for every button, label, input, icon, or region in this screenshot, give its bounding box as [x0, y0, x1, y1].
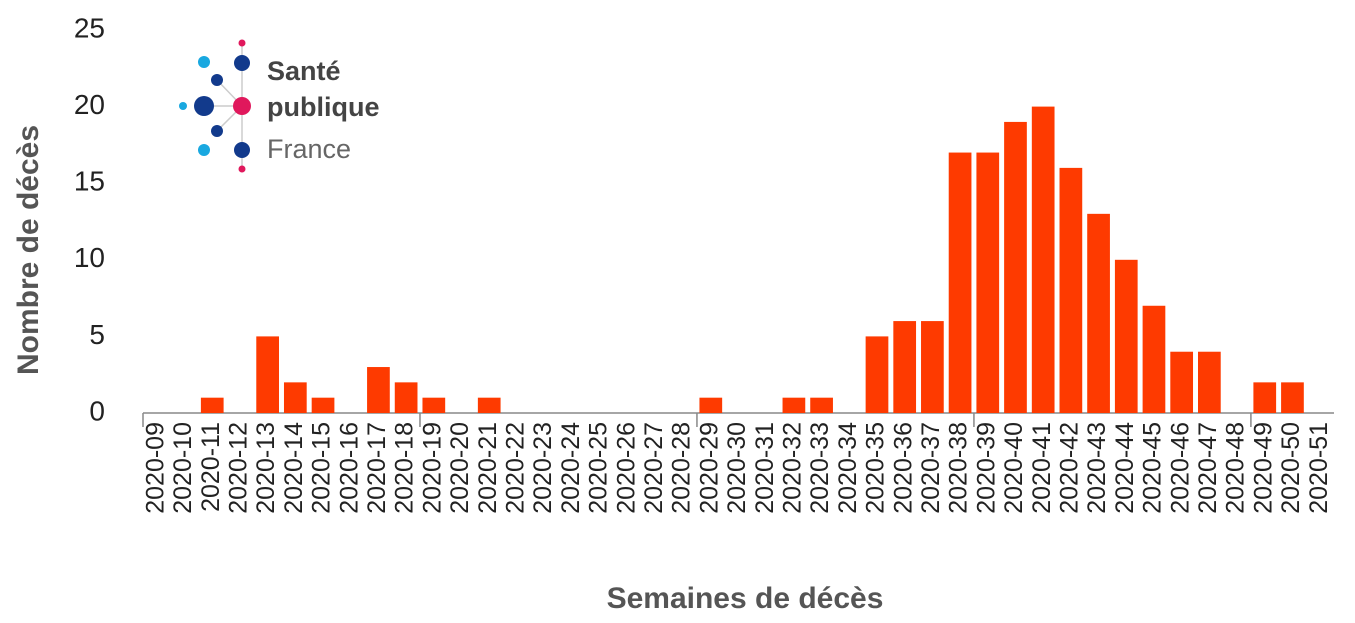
bar — [921, 321, 944, 413]
x-tick-label: 2020-12 — [225, 422, 253, 514]
x-tick-label: 2020-09 — [141, 422, 169, 514]
bar — [1031, 106, 1055, 413]
x-tick-label: 2020-23 — [529, 422, 557, 514]
logo: Santé publique France — [179, 39, 379, 173]
x-tick-label: 2020-25 — [585, 422, 613, 514]
x-tick-label: 2020-33 — [806, 422, 834, 514]
y-tick-label: 5 — [89, 319, 105, 350]
bar — [367, 367, 390, 413]
x-tick-label: 2020-26 — [612, 422, 640, 514]
y-tick-label: 25 — [74, 12, 105, 43]
bar — [893, 321, 917, 413]
bar — [422, 397, 446, 413]
x-tick-label: 2020-14 — [280, 422, 308, 514]
bar — [1114, 259, 1138, 413]
x-tick-label: 2020-38 — [945, 422, 973, 514]
bar — [200, 397, 224, 413]
x-tick-label: 2020-29 — [695, 422, 723, 514]
bar — [699, 397, 723, 413]
x-tick-label: 2020-31 — [751, 422, 779, 514]
y-tick-label: 10 — [74, 242, 105, 273]
logo-text: France — [267, 134, 351, 164]
bar — [256, 336, 279, 413]
x-tick-label: 2020-18 — [391, 422, 419, 514]
x-tick-label: 2020-17 — [363, 422, 391, 514]
x-tick-label: 2020-42 — [1055, 422, 1083, 514]
x-tick-label: 2020-47 — [1194, 422, 1222, 514]
x-tick-label: 2020-35 — [862, 422, 890, 514]
bar — [1142, 305, 1166, 413]
x-tick-label: 2020-43 — [1083, 422, 1111, 514]
x-tick-label: 2020-46 — [1166, 422, 1194, 514]
x-tick-label: 2020-27 — [640, 422, 668, 514]
x-tick-label: 2020-30 — [723, 422, 751, 514]
bar — [311, 397, 335, 413]
logo-text: Santé — [267, 56, 341, 86]
bar — [810, 397, 833, 413]
x-tick-label: 2020-51 — [1305, 422, 1333, 514]
bar — [1087, 213, 1110, 413]
y-tick-label: 15 — [74, 166, 105, 197]
x-tick-label: 2020-34 — [834, 422, 862, 514]
x-tick-label: 2020-19 — [418, 422, 446, 514]
bar — [1198, 351, 1221, 413]
logo-text: publique — [267, 92, 379, 122]
bar — [782, 397, 806, 413]
bar — [1170, 351, 1194, 413]
x-tick-label: 2020-10 — [169, 422, 197, 514]
bar — [948, 152, 972, 413]
x-tick-label: 2020-13 — [252, 422, 280, 514]
x-tick-label: 2020-11 — [197, 422, 225, 512]
bar — [1004, 121, 1027, 414]
x-tick-label: 2020-32 — [779, 422, 807, 514]
x-tick-label: 2020-36 — [889, 422, 917, 514]
y-tick-label: 0 — [89, 395, 105, 426]
x-tick-label: 2020-24 — [557, 422, 585, 514]
x-tick-label: 2020-44 — [1111, 422, 1139, 514]
bar — [1059, 167, 1083, 413]
x-tick-label: 2020-39 — [972, 422, 1000, 514]
x-tick-label: 2020-48 — [1222, 422, 1250, 514]
x-tick-label: 2020-49 — [1249, 422, 1277, 514]
x-tick-label: 2020-22 — [502, 422, 530, 514]
x-tick-label: 2020-21 — [474, 422, 502, 514]
y-tick-label: 20 — [74, 89, 105, 120]
x-tick-label: 2020-16 — [335, 422, 363, 514]
bar — [394, 382, 418, 413]
bar — [477, 397, 501, 413]
bar — [865, 336, 889, 413]
x-tick-label: 2020-50 — [1277, 422, 1305, 514]
x-tick-label: 2020-40 — [1000, 422, 1028, 514]
x-tick-label: 2020-37 — [917, 422, 945, 514]
x-tick-label: 2020-45 — [1139, 422, 1167, 514]
x-tick-label: 2020-28 — [668, 422, 696, 514]
x-axis-title: Semaines de décès — [607, 582, 884, 615]
bar — [1281, 382, 1304, 413]
x-tick-label: 2020-20 — [446, 422, 474, 514]
x-tick-label: 2020-15 — [308, 422, 336, 514]
bar — [976, 152, 1000, 413]
x-tick-label: 2020-41 — [1028, 422, 1056, 514]
y-axis-title: Nombre de décès — [12, 125, 45, 375]
bar — [1253, 382, 1277, 413]
bar — [283, 382, 307, 413]
